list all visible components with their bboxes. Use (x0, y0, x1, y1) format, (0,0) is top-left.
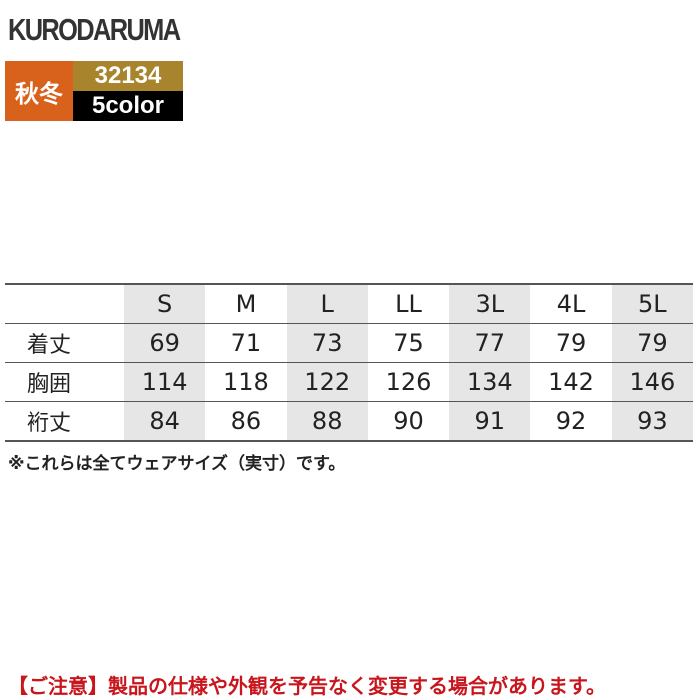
header-cell: L (286, 284, 368, 324)
cell: 73 (286, 323, 368, 363)
product-code-badge: 32134 (73, 61, 183, 91)
header-cell: 4L (530, 284, 612, 324)
cell: 86 (230, 407, 262, 435)
cell: 122 (286, 362, 368, 402)
row-label: 裄丈 (27, 411, 72, 436)
color-count-badge: 5color (73, 91, 183, 121)
cell: 142 (530, 362, 612, 402)
table-row: 胸囲 114 118 122 126 134 142 146 (5, 362, 693, 402)
header-cell: 5L (611, 284, 693, 324)
header-cell (5, 284, 124, 324)
season-badge: 秋冬 (5, 61, 73, 121)
cell: 77 (449, 323, 531, 363)
row-label: 着丈 (5, 323, 124, 363)
header-cell: 3L (449, 284, 531, 324)
table-header-row: S M L LL 3L 4L 5L (5, 284, 693, 324)
warning-notice: 【ご注意】製品の仕様や外観を予告なく変更する場合があります。 (8, 674, 606, 698)
cell: 88 (286, 401, 368, 441)
cell: 91 (449, 401, 531, 441)
cell: 114 (124, 362, 206, 402)
size-note: ※これらは全てウェアサイズ（実寸）です。 (8, 454, 346, 474)
cell: 71 (205, 323, 287, 363)
table-row: 着丈 69 71 73 75 77 79 79 (5, 323, 693, 363)
cell: 118 (205, 362, 287, 402)
cell: 90 (393, 407, 424, 435)
cell: 93 (611, 401, 693, 441)
row-label: 胸囲 (5, 362, 124, 402)
cell: 79 (611, 323, 693, 363)
cell: 126 (367, 362, 450, 402)
cell: 79 (530, 323, 612, 363)
header-cell: S (124, 284, 206, 324)
cell: 84 (124, 401, 206, 441)
cell: 134 (449, 362, 531, 402)
cell: 75 (367, 323, 450, 363)
header-cell: M (205, 284, 287, 324)
header-cell: LL (367, 284, 450, 324)
cell: 69 (124, 323, 206, 363)
table-row: 裄丈 84 86 88 90 91 92 93 (5, 401, 693, 441)
size-table: S M L LL 3L 4L 5L 着丈 69 71 73 75 77 79 7… (5, 283, 693, 442)
brand-logo: KURODARUMA (8, 12, 181, 47)
cell: 146 (611, 362, 693, 402)
cell: 92 (555, 407, 587, 435)
